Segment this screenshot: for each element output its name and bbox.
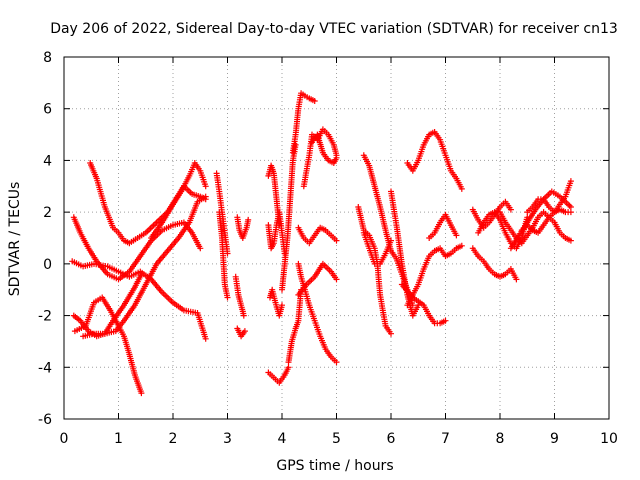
series-track-35 (469, 245, 520, 283)
data-point (567, 178, 574, 185)
data-point (567, 237, 574, 244)
series-track-21 (295, 260, 340, 366)
series-track-27 (355, 204, 394, 337)
y-tick-label: 4 (43, 153, 52, 169)
data-series (69, 90, 574, 397)
x-tick-label: 3 (223, 431, 232, 447)
data-point (240, 312, 247, 319)
x-tick-label: 1 (114, 431, 123, 447)
x-tick-label: 8 (496, 431, 505, 447)
series-track-08 (164, 183, 209, 216)
series-track-26 (360, 152, 416, 309)
y-tick-label: 2 (43, 205, 52, 221)
data-point (202, 196, 209, 203)
data-point (311, 98, 318, 104)
series-track-18 (279, 141, 299, 293)
data-point (333, 237, 340, 244)
data-point (333, 359, 340, 366)
series-track-12 (232, 273, 247, 319)
data-point (333, 154, 340, 161)
y-tick-label: 6 (43, 102, 52, 118)
series-track-03 (69, 258, 209, 342)
data-point (442, 317, 449, 324)
series-track-25 (295, 260, 340, 298)
data-point (566, 202, 573, 209)
series-track-13 (234, 325, 248, 340)
data-point (285, 364, 292, 371)
x-tick-label: 5 (332, 431, 341, 447)
data-point (224, 294, 231, 301)
y-axis-label: SDTVAR / TECUs (7, 182, 23, 297)
series-track-10 (216, 209, 231, 301)
series-track-04 (87, 160, 171, 247)
x-tick-label: 0 (60, 431, 69, 447)
series-track-19 (285, 286, 305, 366)
data-point (202, 335, 209, 342)
data-point (241, 328, 248, 335)
y-tick-label: 8 (43, 50, 52, 66)
series-track-05 (71, 294, 145, 397)
data-point (567, 204, 574, 210)
series-track-24 (309, 131, 340, 166)
data-point (388, 330, 394, 337)
series-track-32 (398, 281, 449, 327)
data-point (197, 245, 204, 252)
data-point (245, 216, 252, 223)
data-point (138, 390, 145, 397)
data-point (513, 276, 520, 283)
series-track-11 (234, 214, 252, 241)
x-tick-label: 4 (278, 431, 287, 447)
y-tick-label: -6 (38, 412, 52, 428)
x-axis-label: GPS time / hours (276, 458, 393, 474)
data-point (567, 209, 574, 216)
y-tick-label: 0 (43, 257, 52, 273)
data-point (279, 302, 285, 309)
series-track-22 (295, 224, 340, 247)
series-track-20 (289, 90, 318, 156)
axis-ticks: 0 1 2 3 4 5 6 7 8 9 10 -6 -4 -2 0 2 4 6 8 (38, 50, 618, 447)
data-point (388, 237, 394, 244)
data-point (507, 206, 514, 213)
x-tick-label: 6 (387, 431, 396, 447)
series-track-16 (267, 286, 285, 319)
x-tick-label: 7 (441, 431, 450, 447)
series-track-30 (404, 129, 465, 192)
plot-frame (63, 56, 610, 420)
series-track-40 (524, 196, 574, 216)
series-track-28 (360, 229, 394, 267)
series-track-31 (404, 242, 465, 309)
x-tick-label: 9 (550, 431, 559, 447)
series-track-17 (265, 364, 292, 386)
data-point (202, 183, 209, 190)
series-track-33 (426, 211, 460, 241)
series-track-15 (265, 209, 288, 257)
data-point (458, 185, 465, 192)
x-tick-label: 2 (169, 431, 178, 447)
data-point (458, 242, 465, 249)
x-tick-label: 10 (600, 431, 618, 447)
y-tick-label: -2 (38, 309, 52, 325)
y-tick-label: -4 (38, 360, 52, 376)
data-point (453, 232, 460, 239)
data-point (333, 276, 340, 283)
chart-title: Day 206 of 2022, Sidereal Day-to-day VTE… (50, 21, 618, 37)
